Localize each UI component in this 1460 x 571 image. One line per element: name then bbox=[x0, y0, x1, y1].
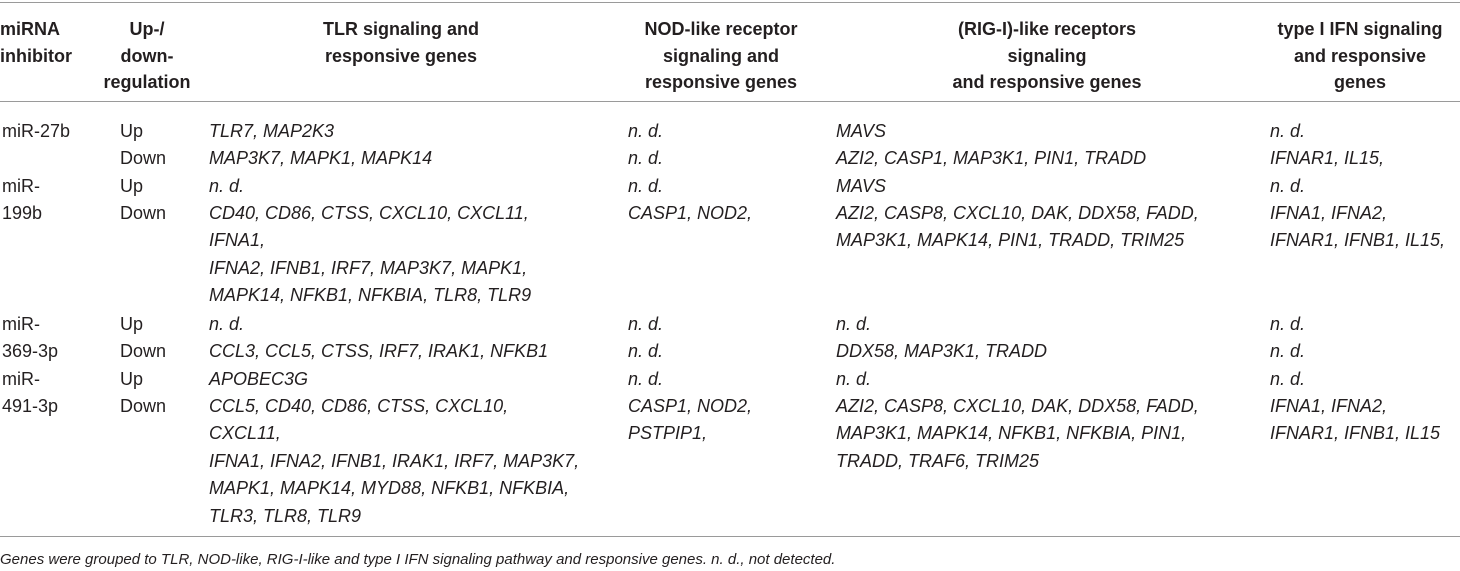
cell-nod: n. d. bbox=[628, 314, 664, 334]
cell-mirna: miR- 369-3p bbox=[2, 314, 59, 362]
cell-regulation: Down bbox=[120, 396, 167, 416]
cell-rig: n. d. bbox=[836, 314, 872, 334]
cell-tlr: MAP3K7, MAPK1, MAPK14 bbox=[209, 148, 433, 168]
cell-regulation: Up bbox=[120, 369, 144, 389]
header-ifn: type I IFN signaling and responsive gene… bbox=[1277, 19, 1443, 92]
cell-rig: MAVS bbox=[836, 121, 887, 141]
cell-nod: n. d. bbox=[628, 121, 664, 141]
cell-rig: AZI2, CASP8, CXCL10, DAK, DDX58, FADD, M… bbox=[836, 203, 1199, 251]
table-bottom-rule bbox=[0, 536, 1460, 537]
cell-nod: n. d. bbox=[628, 369, 664, 389]
cell-rig: n. d. bbox=[836, 369, 872, 389]
header-rig: (RIG-I)-like receptors signaling and res… bbox=[952, 19, 1142, 92]
header-tlr: TLR signaling and responsive genes bbox=[323, 19, 479, 66]
cell-regulation: Up bbox=[120, 314, 144, 334]
cell-ifn: IFNA1, IFNA2, IFNAR1, IFNB1, IL15 bbox=[1270, 396, 1441, 444]
cell-ifn: IFNA1, IFNA2, IFNAR1, IFNB1, IL15, bbox=[1270, 203, 1446, 251]
cell-tlr: CCL3, CCL5, CTSS, IRF7, IRAK1, NFKB1 bbox=[209, 341, 549, 361]
cell-ifn: n. d. bbox=[1270, 121, 1306, 141]
cell-ifn: n. d. bbox=[1270, 341, 1306, 361]
cell-tlr: APOBEC3G bbox=[209, 369, 309, 389]
cell-regulation: Down bbox=[120, 148, 167, 168]
cell-regulation: Up bbox=[120, 176, 144, 196]
cell-ifn: n. d. bbox=[1270, 314, 1306, 334]
cell-tlr: n. d. bbox=[209, 176, 245, 196]
table-top-rule bbox=[0, 2, 1460, 3]
cell-mirna: miR- 199b bbox=[2, 176, 43, 224]
cell-rig: AZI2, CASP1, MAP3K1, PIN1, TRADD bbox=[836, 148, 1147, 168]
cell-ifn: IFNAR1, IL15, bbox=[1270, 148, 1385, 168]
cell-rig: MAVS bbox=[836, 176, 887, 196]
cell-ifn: n. d. bbox=[1270, 176, 1306, 196]
cell-mirna: miR- 491-3p bbox=[2, 369, 59, 417]
cell-nod: CASP1, NOD2, bbox=[628, 203, 753, 223]
cell-tlr: CD40, CD86, CTSS, CXCL10, CXCL11, IFNA1,… bbox=[209, 203, 532, 306]
cell-nod: n. d. bbox=[628, 176, 664, 196]
table-footnote: Genes were grouped to TLR, NOD-like, RIG… bbox=[0, 551, 836, 568]
cell-nod: CASP1, NOD2, PSTPIP1, bbox=[628, 396, 753, 444]
cell-rig: AZI2, CASP8, CXCL10, DAK, DDX58, FADD, M… bbox=[836, 396, 1199, 471]
cell-tlr: n. d. bbox=[209, 314, 245, 334]
cell-rig: DDX58, MAP3K1, TRADD bbox=[836, 341, 1048, 361]
header-mirna-inhibitor: miRNA inhibitor bbox=[0, 19, 72, 66]
cell-ifn: n. d. bbox=[1270, 369, 1306, 389]
cell-tlr: TLR7, MAP2K3 bbox=[209, 121, 335, 141]
cell-regulation: Up bbox=[120, 121, 144, 141]
table-header-rule bbox=[0, 101, 1460, 102]
cell-nod: n. d. bbox=[628, 148, 664, 168]
cell-regulation: Down bbox=[120, 203, 167, 223]
cell-tlr: CCL5, CD40, CD86, CTSS, CXCL10, CXCL11, … bbox=[209, 396, 580, 526]
cell-regulation: Down bbox=[120, 341, 167, 361]
header-nod: NOD-like receptor signaling and responsi… bbox=[644, 19, 798, 92]
cell-nod: n. d. bbox=[628, 341, 664, 361]
cell-mirna: miR-27b bbox=[2, 121, 71, 141]
header-up-down-regulation: Up-/ down- regulation bbox=[103, 19, 191, 92]
